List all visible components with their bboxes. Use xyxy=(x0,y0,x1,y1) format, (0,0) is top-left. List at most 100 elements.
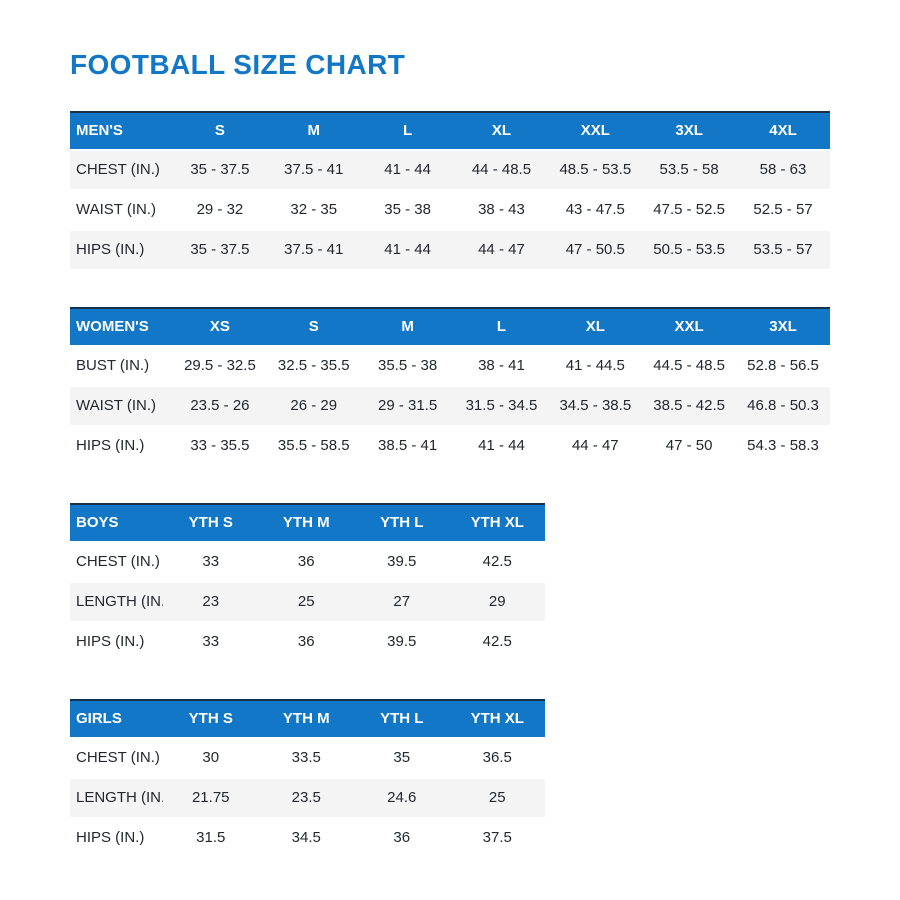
size-value-cell: 37.5 - 41 xyxy=(266,148,361,190)
boys-measurement-row: CHEST (IN.) 33 36 39.5 42.5 xyxy=(70,540,545,582)
boys-header-row: BOYS YTH S YTH M YTH L YTH XL xyxy=(70,503,545,543)
womens-table-title: WOMEN'S xyxy=(70,307,173,347)
mens-measurement-row: HIPS (IN.) 35 - 37.5 37.5 - 41 41 - 44 44 - … xyxy=(70,228,830,269)
size-value-cell: 35.5 - 58.5 xyxy=(266,424,361,465)
girls-measurement-row: HIPS (IN.) 31.5 34.5 36 37.5 xyxy=(70,816,545,857)
size-value-cell: 35 - 37.5 xyxy=(173,228,267,269)
womens-measurement-row: WAIST (IN.) 23.5 - 26 26 - 29 29 - 31.5 31.5… xyxy=(70,384,830,426)
boys-size-column-header: YTH M xyxy=(258,503,354,543)
measurement-label: LENGTH (IN.) xyxy=(70,580,163,622)
size-value-cell: 38 - 41 xyxy=(454,344,549,386)
size-value-cell: 23 xyxy=(163,580,259,622)
measurement-label: HIPS (IN.) xyxy=(70,424,173,465)
size-value-cell: 25 xyxy=(258,580,354,622)
size-value-cell: 30 xyxy=(163,736,259,778)
size-value-cell: 29.5 - 32.5 xyxy=(173,344,267,386)
size-value-cell: 41 - 44 xyxy=(360,228,455,269)
measurement-label: HIPS (IN.) xyxy=(70,620,163,661)
mens-measurement-row: WAIST (IN.) 29 - 32 32 - 35 35 - 38 38 - 43 4… xyxy=(70,188,830,230)
size-value-cell: 36 xyxy=(258,540,354,582)
womens-size-column-header: XL xyxy=(548,307,643,347)
size-value-cell: 21.75 xyxy=(163,776,259,818)
size-value-cell: 34.5 xyxy=(258,816,354,857)
boys-size-table: BOYS YTH S YTH M YTH L YTH XL CHEST (IN.) 33 36… xyxy=(70,502,545,661)
size-value-cell: 58 - 63 xyxy=(736,148,830,190)
size-value-cell: 36 xyxy=(354,816,450,857)
size-value-cell: 47 - 50.5 xyxy=(548,228,643,269)
mens-size-column-header: M xyxy=(266,111,361,151)
boys-measurement-row: HIPS (IN.) 33 36 39.5 42.5 xyxy=(70,620,545,661)
size-value-cell: 33 - 35.5 xyxy=(173,424,267,465)
womens-size-column-header: XXL xyxy=(642,307,737,347)
size-value-cell: 41 - 44.5 xyxy=(548,344,643,386)
size-value-cell: 39.5 xyxy=(354,540,450,582)
womens-size-column-header: XS xyxy=(173,307,267,347)
size-value-cell: 35.5 - 38 xyxy=(360,344,455,386)
girls-header-row: GIRLS YTH S YTH M YTH L YTH XL xyxy=(70,699,545,739)
measurement-label: CHEST (IN.) xyxy=(70,540,163,582)
boys-table-title: BOYS xyxy=(70,503,163,543)
girls-table-title: GIRLS xyxy=(70,699,163,739)
measurement-label: WAIST (IN.) xyxy=(70,384,173,426)
size-value-cell: 32.5 - 35.5 xyxy=(266,344,361,386)
womens-measurement-row: HIPS (IN.) 33 - 35.5 35.5 - 58.5 38.5 - 41 4… xyxy=(70,424,830,465)
womens-size-column-header: L xyxy=(454,307,549,347)
size-value-cell: 32 - 35 xyxy=(266,188,361,230)
girls-size-column-header: YTH L xyxy=(354,699,450,739)
measurement-label: CHEST (IN.) xyxy=(70,148,173,190)
measurement-label: WAIST (IN.) xyxy=(70,188,173,230)
size-value-cell: 29 xyxy=(449,580,545,622)
size-value-cell: 35 - 37.5 xyxy=(173,148,267,190)
mens-header-row: MEN'S S M L XL XXL 3XL 4XL xyxy=(70,111,830,151)
size-value-cell: 36.5 xyxy=(449,736,545,778)
size-value-cell: 41 - 44 xyxy=(360,148,455,190)
size-value-cell: 52.8 - 56.5 xyxy=(736,344,830,386)
womens-measurement-row: BUST (IN.) 29.5 - 32.5 32.5 - 35.5 35.5 - 3… xyxy=(70,344,830,386)
womens-size-table: WOMEN'S XS S M L XL XXL 3XL BUST (IN.) 29.5 - 32.… xyxy=(70,306,830,465)
measurement-label: LENGTH (IN.) xyxy=(70,776,163,818)
size-value-cell: 24.6 xyxy=(354,776,450,818)
mens-size-column-header: L xyxy=(360,111,455,151)
mens-table-title: MEN'S xyxy=(70,111,173,151)
womens-header-row: WOMEN'S XS S M L XL XXL 3XL xyxy=(70,307,830,347)
size-value-cell: 31.5 - 34.5 xyxy=(454,384,549,426)
size-value-cell: 53.5 - 57 xyxy=(736,228,830,269)
mens-size-column-header: XL xyxy=(454,111,549,151)
girls-measurement-row: LENGTH (IN.) 21.75 23.5 24.6 25 xyxy=(70,776,545,818)
mens-measurement-row: CHEST (IN.) 35 - 37.5 37.5 - 41 41 - 44 44 -… xyxy=(70,148,830,190)
girls-size-column-header: YTH S xyxy=(163,699,259,739)
size-value-cell: 29 - 31.5 xyxy=(360,384,455,426)
size-value-cell: 38 - 43 xyxy=(454,188,549,230)
girls-size-table: GIRLS YTH S YTH M YTH L YTH XL CHEST (IN.) 30 3… xyxy=(70,698,545,857)
size-value-cell: 23.5 xyxy=(258,776,354,818)
size-value-cell: 37.5 xyxy=(449,816,545,857)
size-value-cell: 47.5 - 52.5 xyxy=(642,188,737,230)
measurement-label: CHEST (IN.) xyxy=(70,736,163,778)
size-value-cell: 29 - 32 xyxy=(173,188,267,230)
size-value-cell: 54.3 - 58.3 xyxy=(736,424,830,465)
size-value-cell: 44 - 47 xyxy=(548,424,643,465)
size-value-cell: 35 xyxy=(354,736,450,778)
measurement-label: HIPS (IN.) xyxy=(70,228,173,269)
mens-size-column-header: 4XL xyxy=(736,111,830,151)
womens-size-column-header: 3XL xyxy=(736,307,830,347)
size-value-cell: 44 - 48.5 xyxy=(454,148,549,190)
size-value-cell: 53.5 - 58 xyxy=(642,148,737,190)
womens-size-column-header: M xyxy=(360,307,455,347)
boys-size-column-header: YTH L xyxy=(354,503,450,543)
size-value-cell: 44 - 47 xyxy=(454,228,549,269)
size-value-cell: 31.5 xyxy=(163,816,259,857)
girls-size-column-header: YTH M xyxy=(258,699,354,739)
measurement-label: BUST (IN.) xyxy=(70,344,173,386)
boys-size-column-header: YTH S xyxy=(163,503,259,543)
mens-size-column-header: S xyxy=(173,111,267,151)
womens-size-column-header: S xyxy=(266,307,361,347)
girls-size-column-header: YTH XL xyxy=(449,699,545,739)
size-value-cell: 37.5 - 41 xyxy=(266,228,361,269)
boys-size-column-header: YTH XL xyxy=(449,503,545,543)
girls-measurement-row: CHEST (IN.) 30 33.5 35 36.5 xyxy=(70,736,545,778)
measurement-label: HIPS (IN.) xyxy=(70,816,163,857)
size-value-cell: 25 xyxy=(449,776,545,818)
size-value-cell: 42.5 xyxy=(449,620,545,661)
